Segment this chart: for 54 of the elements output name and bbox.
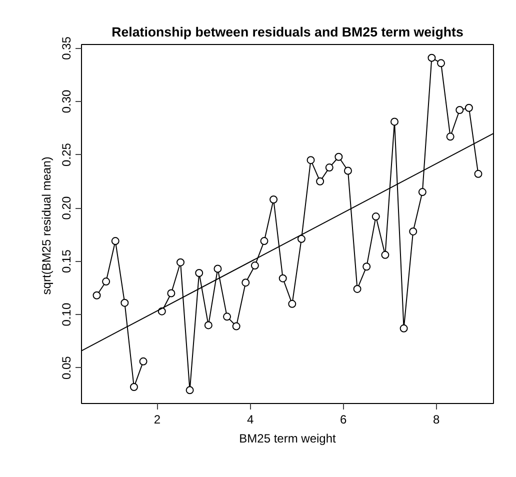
- y-tick-label: 0.20: [60, 196, 74, 220]
- x-tick-label: 8: [433, 412, 440, 426]
- point: [344, 166, 352, 175]
- point: [288, 300, 296, 308]
- point: [474, 170, 482, 178]
- point: [102, 278, 110, 286]
- point: [214, 264, 222, 273]
- point: [334, 152, 343, 161]
- point: [120, 298, 129, 307]
- chart-title: Relationship between residuals and BM25 term weights: [112, 24, 464, 40]
- point: [195, 269, 204, 277]
- point: [464, 104, 473, 112]
- y-tick-label: 0.35: [60, 36, 74, 60]
- point: [186, 386, 194, 394]
- point: [418, 188, 426, 196]
- point: [176, 258, 184, 266]
- point: [139, 357, 148, 366]
- y-tick-label: 0.05: [60, 356, 74, 380]
- point: [353, 284, 362, 293]
- point: [390, 118, 398, 126]
- point: [428, 54, 436, 62]
- point: [130, 382, 138, 391]
- point: [437, 59, 446, 68]
- x-tick-label: 4: [246, 412, 254, 426]
- y-tick-label: 0.15: [60, 249, 74, 273]
- point: [362, 262, 371, 271]
- point: [250, 262, 259, 270]
- y-axis-title: sqrt(BM25 residual mean): [40, 156, 54, 295]
- point: [232, 322, 240, 330]
- point: [297, 234, 306, 243]
- point: [325, 164, 334, 172]
- point: [446, 132, 454, 141]
- point: [381, 250, 390, 259]
- point: [409, 227, 418, 236]
- y-tick-label: 0.25: [60, 142, 74, 166]
- point: [316, 177, 324, 186]
- point: [456, 106, 464, 114]
- point: [400, 324, 408, 332]
- point: [306, 156, 315, 164]
- point: [270, 196, 278, 204]
- point: [111, 237, 120, 246]
- point: [223, 312, 232, 321]
- y-tick-label: 0.10: [60, 302, 74, 326]
- point: [260, 237, 268, 246]
- x-tick-label: 2: [154, 412, 161, 426]
- point: [278, 274, 287, 282]
- point: [372, 212, 380, 221]
- point: [242, 278, 250, 287]
- point: [167, 289, 176, 298]
- x-tick-label: 6: [340, 412, 347, 426]
- point: [204, 321, 212, 330]
- point: [92, 291, 101, 300]
- y-tick-label: 0.30: [60, 89, 74, 114]
- x-axis-title: BM25 term weight: [239, 432, 337, 446]
